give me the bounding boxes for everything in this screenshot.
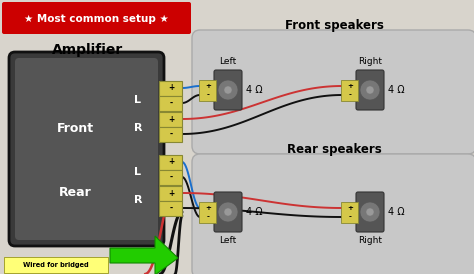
Text: Wired for bridged: Wired for bridged — [23, 262, 89, 268]
Circle shape — [360, 80, 380, 100]
Text: L: L — [135, 95, 142, 105]
Text: ★ Most common setup ★: ★ Most common setup ★ — [24, 14, 168, 24]
Text: Right: Right — [358, 57, 382, 66]
Text: +: + — [347, 205, 353, 211]
Text: -: - — [348, 92, 351, 98]
FancyBboxPatch shape — [341, 201, 358, 222]
Polygon shape — [110, 236, 178, 274]
Circle shape — [366, 86, 374, 94]
Text: -: - — [169, 98, 173, 107]
Text: Rear: Rear — [59, 185, 91, 198]
Text: Left: Left — [219, 236, 237, 245]
FancyBboxPatch shape — [4, 257, 108, 273]
Text: L: L — [135, 167, 142, 177]
FancyBboxPatch shape — [356, 192, 384, 232]
Text: R: R — [134, 195, 142, 205]
FancyBboxPatch shape — [159, 127, 182, 141]
Text: Right: Right — [358, 236, 382, 245]
Text: +: + — [168, 189, 174, 198]
FancyBboxPatch shape — [9, 52, 164, 246]
Circle shape — [224, 86, 232, 94]
FancyBboxPatch shape — [200, 79, 217, 101]
Text: -: - — [207, 92, 210, 98]
FancyBboxPatch shape — [159, 96, 182, 110]
Text: R: R — [134, 123, 142, 133]
Text: +: + — [205, 83, 211, 89]
Text: Front: Front — [56, 121, 93, 135]
Text: -: - — [207, 214, 210, 220]
Circle shape — [360, 202, 380, 222]
Text: -: - — [348, 214, 351, 220]
FancyBboxPatch shape — [159, 81, 182, 96]
Text: Amplifier: Amplifier — [52, 43, 124, 57]
Text: 4 Ω: 4 Ω — [246, 207, 263, 217]
Text: 4 Ω: 4 Ω — [388, 85, 405, 95]
Text: Rear speakers: Rear speakers — [287, 144, 382, 156]
Text: +: + — [205, 205, 211, 211]
Text: +: + — [168, 84, 174, 93]
Circle shape — [218, 202, 238, 222]
Text: 4 Ω: 4 Ω — [388, 207, 405, 217]
FancyBboxPatch shape — [159, 155, 182, 170]
Circle shape — [224, 208, 232, 216]
FancyBboxPatch shape — [2, 2, 191, 34]
FancyBboxPatch shape — [159, 170, 182, 184]
FancyBboxPatch shape — [341, 79, 358, 101]
FancyBboxPatch shape — [356, 70, 384, 110]
FancyBboxPatch shape — [159, 112, 182, 127]
Text: +: + — [168, 115, 174, 124]
FancyBboxPatch shape — [192, 30, 474, 154]
Text: 4 Ω: 4 Ω — [246, 85, 263, 95]
Text: -: - — [169, 204, 173, 213]
Text: +: + — [347, 83, 353, 89]
FancyBboxPatch shape — [214, 70, 242, 110]
FancyBboxPatch shape — [192, 154, 474, 274]
Text: -: - — [169, 173, 173, 181]
Circle shape — [366, 208, 374, 216]
Text: Left: Left — [219, 57, 237, 66]
FancyBboxPatch shape — [200, 201, 217, 222]
Text: Front speakers: Front speakers — [284, 19, 383, 33]
Text: +: + — [168, 158, 174, 167]
FancyBboxPatch shape — [159, 185, 182, 201]
FancyBboxPatch shape — [15, 58, 158, 240]
FancyBboxPatch shape — [159, 201, 182, 215]
Text: -: - — [169, 130, 173, 138]
FancyBboxPatch shape — [214, 192, 242, 232]
Circle shape — [218, 80, 238, 100]
